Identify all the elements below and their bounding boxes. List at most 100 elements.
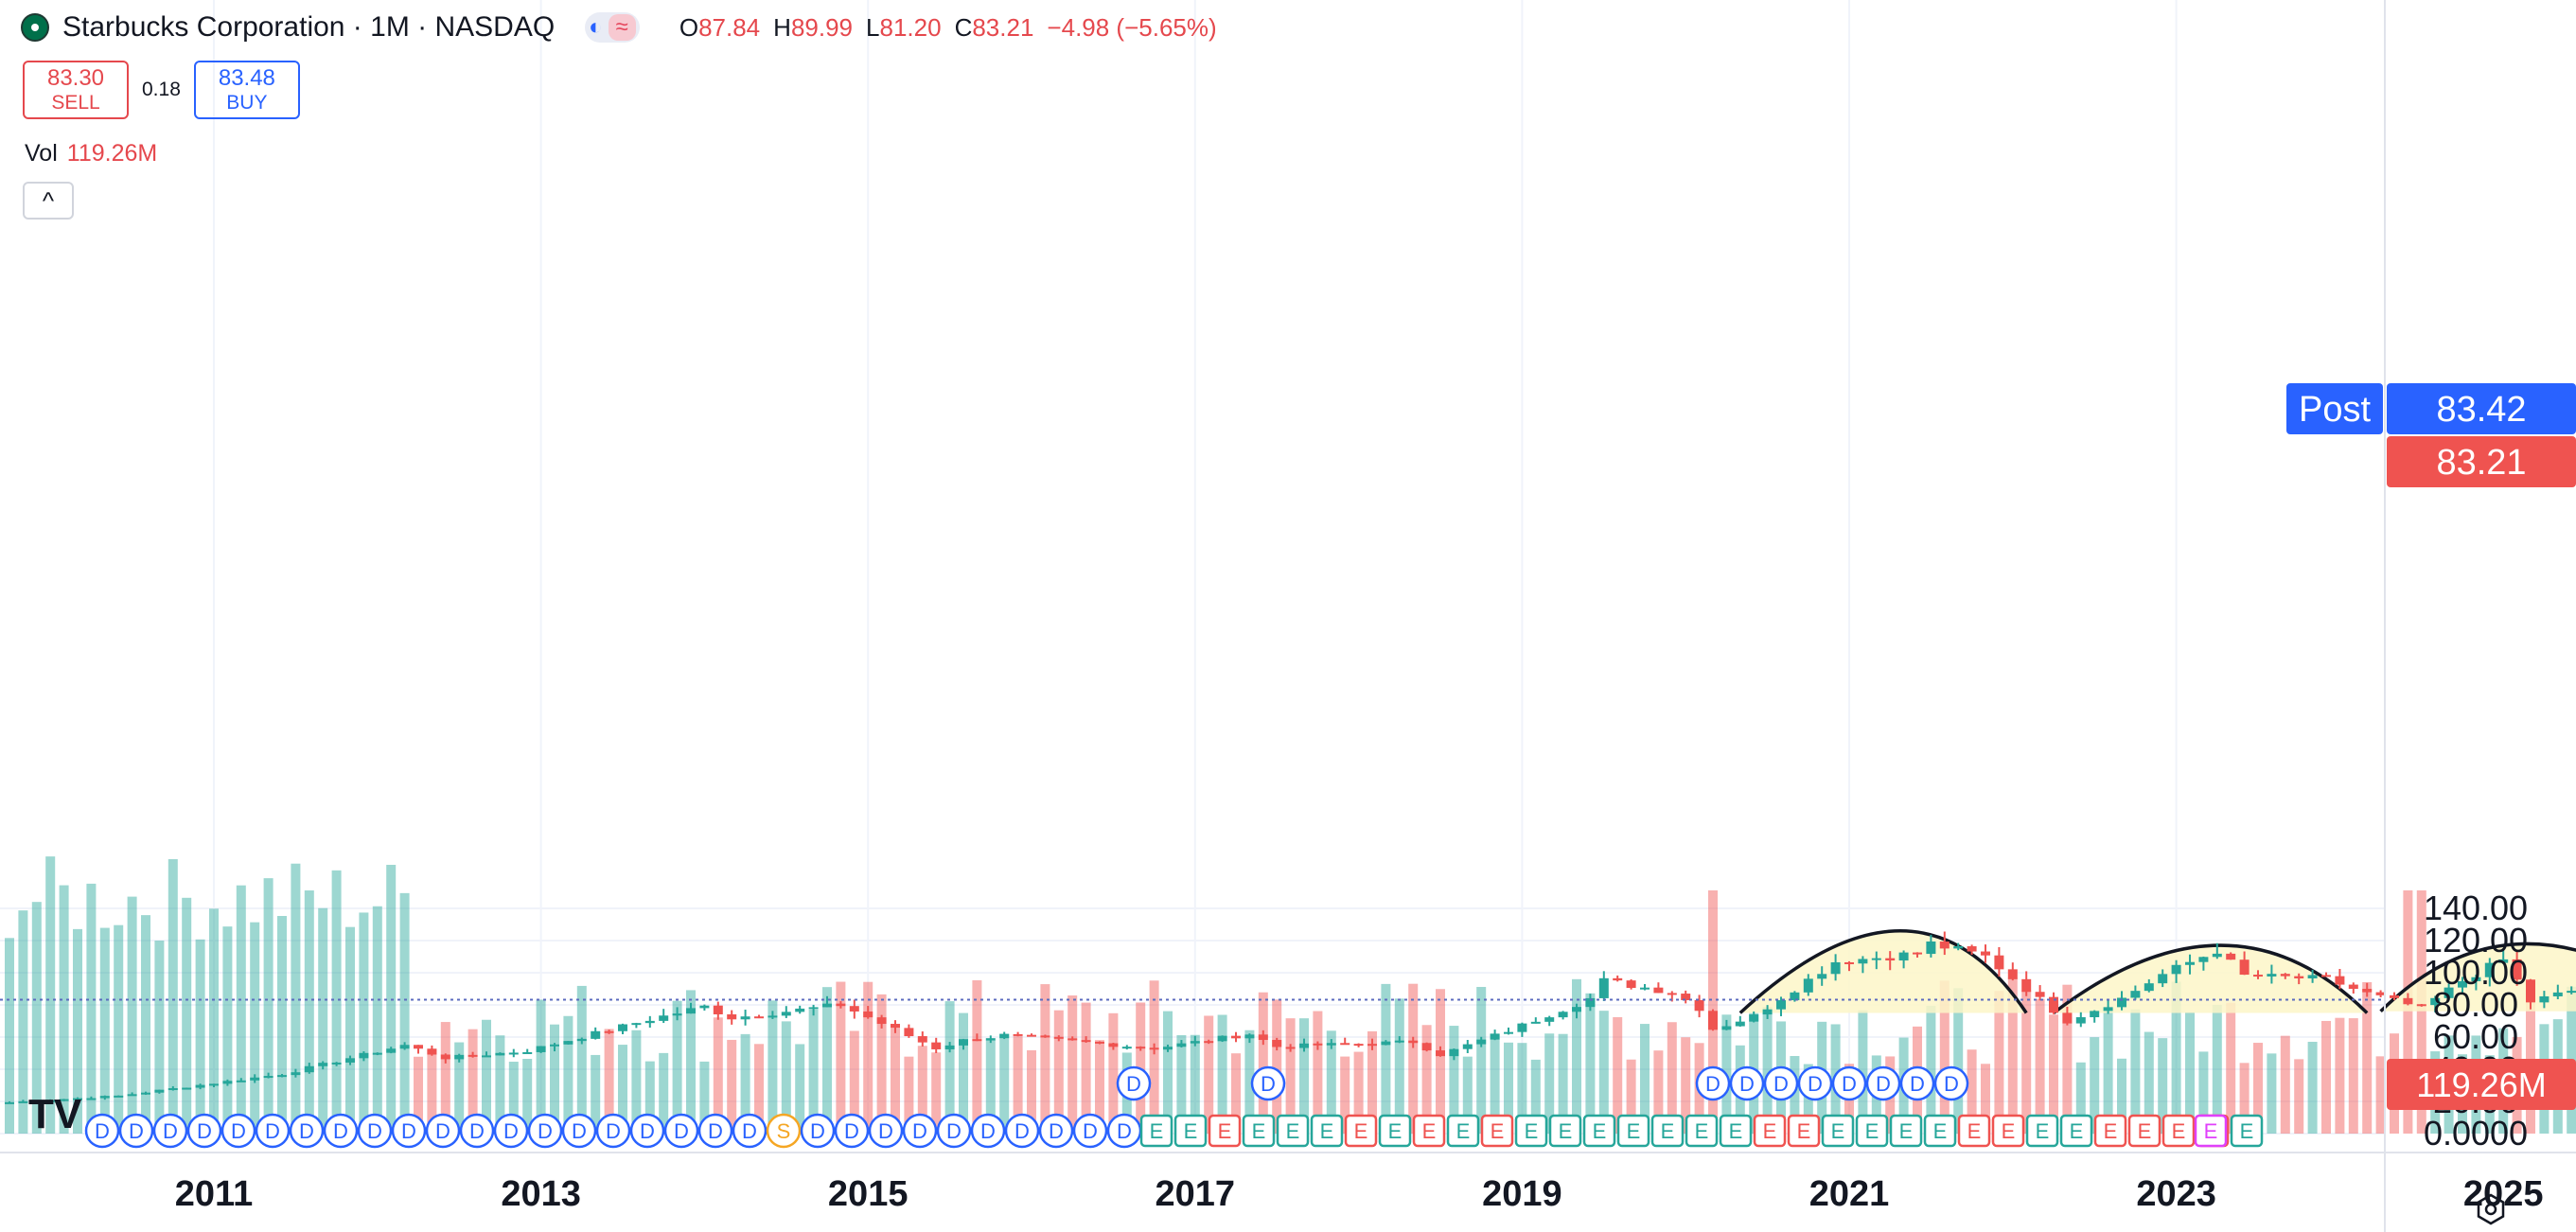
candle-body bbox=[59, 1099, 69, 1101]
candle-body bbox=[31, 1100, 42, 1103]
earnings-marker-label: E bbox=[1899, 1119, 1914, 1143]
volume-bar bbox=[768, 1000, 778, 1134]
earnings-marker bbox=[1276, 1114, 1310, 1148]
volume-bar bbox=[495, 1035, 505, 1134]
volume-bar bbox=[1653, 1050, 1664, 1134]
earnings-marker-label: E bbox=[1320, 1119, 1334, 1143]
candle-body bbox=[2185, 961, 2195, 965]
volume-bar bbox=[959, 1012, 968, 1134]
x-tick-label: 2013 bbox=[501, 1174, 581, 1214]
volume-bar bbox=[99, 927, 110, 1134]
candle-body bbox=[1530, 1021, 1541, 1024]
earnings-marker bbox=[1821, 1114, 1855, 1148]
candle-body bbox=[1504, 1031, 1513, 1034]
volume-bar bbox=[550, 1024, 559, 1134]
candle-body bbox=[917, 1036, 927, 1043]
earnings-marker-label: E bbox=[2070, 1119, 2084, 1143]
close-key: C bbox=[954, 12, 973, 42]
volume-bar bbox=[1926, 1006, 1936, 1134]
volume-bar bbox=[73, 928, 82, 1134]
candle-body bbox=[727, 1013, 737, 1020]
dividend-marker-label: D bbox=[1126, 1072, 1141, 1096]
volume-bar bbox=[822, 987, 832, 1134]
wave-icon[interactable]: ≈ bbox=[608, 14, 636, 41]
volume-bar bbox=[2185, 1012, 2195, 1134]
volume-bar bbox=[154, 941, 165, 1134]
earnings-marker-label: E bbox=[1593, 1119, 1607, 1143]
volume-bar bbox=[414, 1056, 423, 1134]
earnings-marker-label: E bbox=[1491, 1119, 1505, 1143]
earnings-marker-label: E bbox=[1695, 1119, 1709, 1143]
candle-body bbox=[631, 1023, 642, 1026]
dividend-marker bbox=[1899, 1065, 1935, 1101]
dividend-marker-label: D bbox=[299, 1119, 314, 1143]
candle-body bbox=[1436, 1050, 1445, 1057]
dividend-marker-label: D bbox=[878, 1119, 893, 1143]
candle-body bbox=[304, 1065, 314, 1073]
candle-body bbox=[2498, 959, 2509, 963]
earnings-marker-label: E bbox=[1525, 1119, 1539, 1143]
candle-body bbox=[1640, 987, 1650, 990]
volume-bar bbox=[2294, 1059, 2304, 1134]
volume-bar bbox=[127, 896, 137, 1134]
sell-button[interactable]: 83.30 SELL bbox=[23, 61, 129, 119]
candle-body bbox=[2144, 983, 2154, 992]
candle-body bbox=[331, 1062, 342, 1065]
open-key: O bbox=[679, 12, 699, 42]
volume-value-tag-text: 119.26M bbox=[2416, 1065, 2546, 1104]
volume-bar bbox=[331, 870, 342, 1134]
low-key: L bbox=[866, 12, 880, 42]
candle-body bbox=[2117, 997, 2126, 1008]
candle-body bbox=[277, 1075, 287, 1078]
volume-bar bbox=[1013, 1036, 1023, 1134]
dividend-marker-label: D bbox=[401, 1119, 416, 1143]
dividend-marker-label: D bbox=[333, 1119, 348, 1143]
candle-body bbox=[2253, 975, 2263, 977]
volume-bar bbox=[1108, 1012, 1119, 1134]
candle-body bbox=[195, 1084, 205, 1088]
volume-bar bbox=[222, 926, 233, 1134]
volume-bar bbox=[1149, 980, 1159, 1134]
dividend-marker-label: D bbox=[844, 1119, 859, 1143]
candle-body bbox=[2512, 959, 2522, 980]
earnings-marker-label: E bbox=[1150, 1119, 1164, 1143]
volume-bar bbox=[2007, 977, 2018, 1134]
volume-bar bbox=[1790, 1056, 1800, 1134]
earnings-marker bbox=[1582, 1114, 1616, 1148]
ohlc-values: O87.84 H89.99 L81.20 C83.21 −4.98 (−5.65… bbox=[679, 13, 1217, 43]
earnings-marker-label: E bbox=[1865, 1119, 1879, 1143]
candle-body bbox=[222, 1081, 233, 1084]
buy-button[interactable]: 83.48 BUY bbox=[193, 61, 300, 119]
dividend-marker-label: D bbox=[572, 1119, 587, 1143]
candle-body bbox=[182, 1087, 192, 1090]
candle-body bbox=[2484, 962, 2495, 977]
settings-gear-icon[interactable] bbox=[2474, 1192, 2508, 1226]
earnings-marker bbox=[1480, 1114, 1514, 1148]
volume-bar bbox=[1939, 980, 1950, 1134]
candle-body bbox=[2552, 992, 2563, 996]
candle-body bbox=[2021, 978, 2032, 993]
earnings-marker-label: E bbox=[1456, 1119, 1471, 1143]
candle-body bbox=[1353, 1044, 1364, 1047]
dividend-marker bbox=[1933, 1065, 1969, 1101]
moon-icon[interactable]: ◐ bbox=[589, 14, 603, 40]
volume-bar bbox=[1667, 1022, 1677, 1134]
earnings-marker bbox=[1139, 1114, 1173, 1148]
candle-body bbox=[73, 1098, 82, 1100]
pattern-arc bbox=[2052, 943, 2369, 1014]
dividend-marker-label: D bbox=[708, 1119, 723, 1143]
dividend-marker bbox=[800, 1113, 836, 1149]
collapse-legend-button[interactable]: ^ bbox=[23, 182, 74, 220]
earnings-marker bbox=[1685, 1114, 1719, 1148]
candle-body bbox=[2526, 979, 2535, 1003]
earnings-marker bbox=[1787, 1114, 1821, 1148]
symbol-title[interactable]: Starbucks Corporation · 1M · NASDAQ bbox=[62, 11, 556, 43]
volume-bar bbox=[2239, 1063, 2250, 1134]
volume-bar bbox=[2212, 1004, 2222, 1134]
candle-body bbox=[2280, 974, 2290, 977]
volume-bar bbox=[45, 856, 56, 1134]
volume-bar bbox=[1449, 1026, 1459, 1134]
candle-body bbox=[2362, 989, 2373, 993]
mode-toggle[interactable]: ◐ ≈ bbox=[585, 12, 640, 43]
